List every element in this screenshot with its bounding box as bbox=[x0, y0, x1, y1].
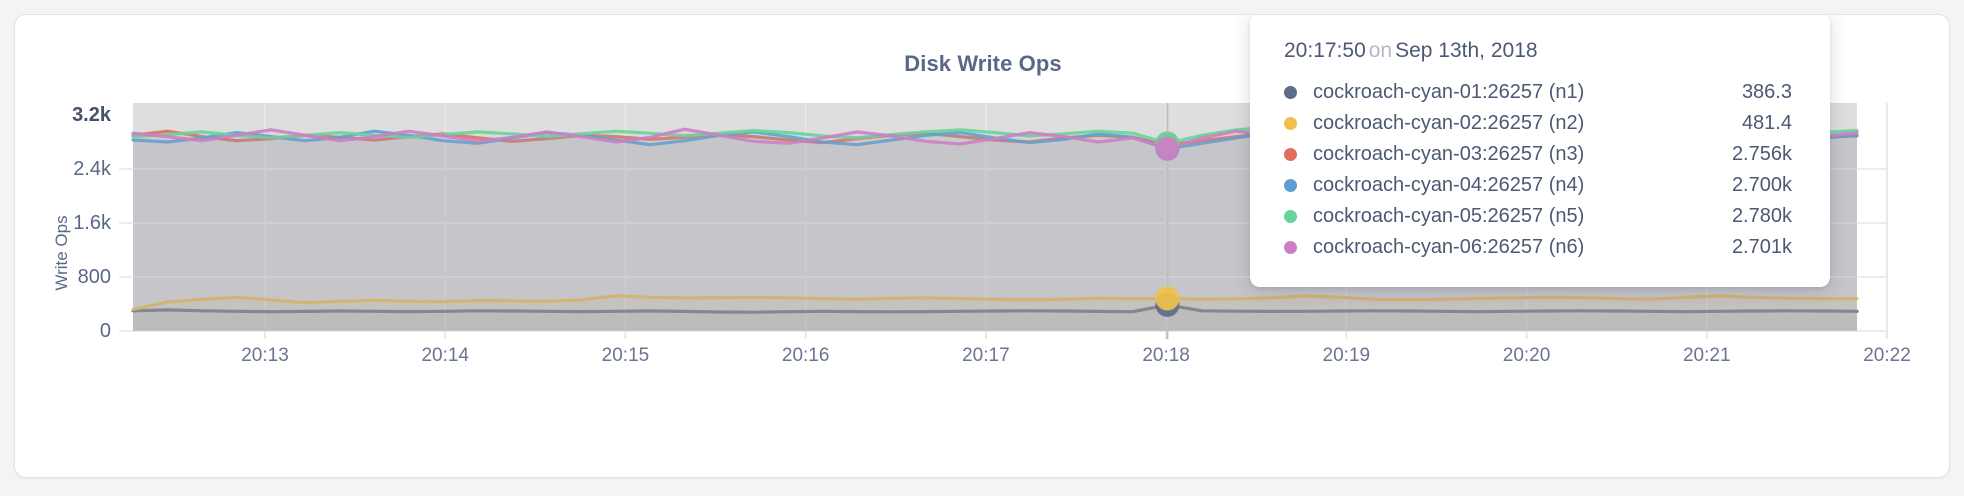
hover-tooltip: 20:17:50 on Sep 13th, 2018 cockroach-cyan-… bbox=[1250, 15, 1830, 287]
tooltip-series-label: cockroach-cyan-03:26257 (n3) bbox=[1313, 143, 1585, 165]
series-line bbox=[131, 294, 1859, 311]
y-tick-label: 3.2k bbox=[72, 104, 111, 126]
disk-write-ops-card: Disk Write Ops Write Ops 3.2k 2.4k 1.6k 800… bbox=[14, 14, 1950, 478]
x-tick-label: 20:19 bbox=[1322, 345, 1371, 366]
x-tick-label: 20:18 bbox=[1142, 345, 1190, 366]
tooltip-row: cockroach-cyan-02:26257 (n2) 481.4 bbox=[1284, 108, 1800, 139]
x-tick-label: 20:22 bbox=[1863, 345, 1911, 366]
x-tick-label: 20:13 bbox=[241, 345, 289, 366]
tooltip-row: cockroach-cyan-04:26257 (n4) 2.700k bbox=[1284, 170, 1800, 201]
tooltip-series-value: 2.701k bbox=[1731, 236, 1792, 258]
x-tick-label: 20:15 bbox=[601, 345, 650, 366]
y-tick-label: 2.4k bbox=[73, 158, 111, 180]
y-tick-label: 1.6k bbox=[73, 212, 111, 234]
series-color-dot-icon bbox=[1284, 210, 1297, 223]
y-tick-label: 800 bbox=[77, 266, 111, 288]
series-color-dot-icon bbox=[1284, 148, 1297, 161]
tooltip-series-value: 2.780k bbox=[1731, 205, 1792, 227]
x-tick-label: 20:21 bbox=[1682, 345, 1731, 366]
tooltip-series-label: cockroach-cyan-06:26257 (n6) bbox=[1313, 236, 1585, 258]
x-tick-label: 20:14 bbox=[421, 345, 469, 366]
tooltip-row: cockroach-cyan-06:26257 (n6) 2.701k bbox=[1284, 232, 1800, 263]
hover-marker-dot bbox=[1155, 286, 1180, 311]
tooltip-series-label: cockroach-cyan-04:26257 (n4) bbox=[1313, 174, 1585, 196]
tooltip-date: Sep 13th, 2018 bbox=[1395, 39, 1538, 62]
tooltip-series-label: cockroach-cyan-05:26257 (n5) bbox=[1313, 205, 1585, 227]
tooltip-series-value: 481.4 bbox=[1741, 112, 1792, 134]
series-color-dot-icon bbox=[1284, 241, 1297, 254]
hover-marker-dot bbox=[1155, 136, 1180, 161]
x-tick-label: 20:16 bbox=[781, 345, 830, 366]
tooltip-on-word: on bbox=[1368, 39, 1393, 62]
y-tick-label: 0 bbox=[99, 320, 111, 342]
tooltip-row: cockroach-cyan-03:26257 (n3) 2.756k bbox=[1284, 139, 1800, 170]
x-tick-label: 20:20 bbox=[1502, 345, 1551, 366]
tooltip-series-value: 2.756k bbox=[1731, 143, 1792, 165]
series-color-dot-icon bbox=[1284, 86, 1297, 99]
tooltip-series-list: cockroach-cyan-01:26257 (n1) 386.3 cockroa… bbox=[1284, 77, 1800, 263]
tooltip-series-value: 2.700k bbox=[1731, 174, 1792, 196]
series-area bbox=[133, 295, 1857, 331]
series-line bbox=[131, 303, 1859, 314]
page-title: Disk Write Ops bbox=[904, 51, 1062, 76]
tooltip-row: cockroach-cyan-05:26257 (n5) 2.780k bbox=[1284, 201, 1800, 232]
tooltip-row: cockroach-cyan-01:26257 (n1) 386.3 bbox=[1284, 77, 1800, 108]
series-color-dot-icon bbox=[1284, 117, 1297, 130]
tooltip-series-label: cockroach-cyan-01:26257 (n1) bbox=[1313, 81, 1585, 103]
tooltip-series-value: 386.3 bbox=[1741, 81, 1792, 103]
tooltip-time: 20:17:50 bbox=[1284, 39, 1366, 62]
series-color-dot-icon bbox=[1284, 179, 1297, 192]
tooltip-header: 20:17:50 on Sep 13th, 2018 bbox=[1284, 39, 1800, 63]
x-tick-label: 20:17 bbox=[962, 345, 1010, 366]
tooltip-series-label: cockroach-cyan-02:26257 (n2) bbox=[1313, 112, 1585, 134]
